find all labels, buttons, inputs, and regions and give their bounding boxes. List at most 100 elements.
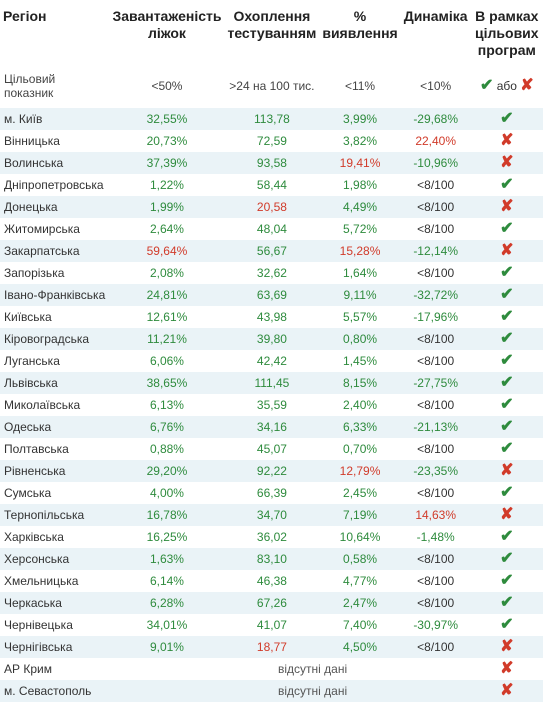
cell-load: 24,81% [109, 284, 224, 306]
cell-detect: 7,19% [319, 504, 400, 526]
cell-load: 4,00% [109, 482, 224, 504]
target-legend: ✔ або ✘ [471, 66, 543, 108]
cell-detect: 12,79% [319, 460, 400, 482]
cell-target: ✔ [471, 350, 543, 372]
check-icon: ✔ [500, 397, 513, 413]
cell-dyn: <8/100 [401, 394, 471, 416]
cell-test: 67,26 [224, 592, 319, 614]
cross-icon: ✘ [520, 78, 533, 94]
region-cell: Полтавська [0, 438, 109, 460]
cross-icon: ✘ [500, 639, 513, 655]
cell-load: 20,73% [109, 130, 224, 152]
region-cell: Київська [0, 306, 109, 328]
cell-dyn: 22,40% [401, 130, 471, 152]
cell-detect: 0,70% [319, 438, 400, 460]
cell-load: 1,22% [109, 174, 224, 196]
cross-icon: ✘ [500, 661, 513, 677]
region-cell: Одеська [0, 416, 109, 438]
region-cell: АР Крим [0, 658, 109, 680]
cell-test: 46,38 [224, 570, 319, 592]
cell-dyn: 14,63% [401, 504, 471, 526]
cell-test: 18,77 [224, 636, 319, 658]
region-cell: Сумська [0, 482, 109, 504]
region-cell: Миколаївська [0, 394, 109, 416]
cell-test: 56,67 [224, 240, 319, 262]
region-cell: Житомирська [0, 218, 109, 240]
target-load: <50% [109, 66, 224, 108]
cell-dyn: <8/100 [401, 438, 471, 460]
cell-target: ✘ [471, 240, 543, 262]
region-cell: Черкаська [0, 592, 109, 614]
cell-dyn: -29,68% [401, 108, 471, 130]
check-icon: ✔ [480, 78, 493, 94]
cell-load: 6,76% [109, 416, 224, 438]
cell-load: 6,06% [109, 350, 224, 372]
cell-test: 111,45 [224, 372, 319, 394]
no-data-cell: відсутні дані [224, 658, 400, 680]
cell-dyn: -21,13% [401, 416, 471, 438]
cell-target: ✔ [471, 108, 543, 130]
region-cell: Волинська [0, 152, 109, 174]
target-sep: або [497, 79, 517, 93]
cell-detect: 19,41% [319, 152, 400, 174]
cell-test: 32,62 [224, 262, 319, 284]
cell-detect: 4,49% [319, 196, 400, 218]
header-target: В рамках цільових програм [471, 0, 543, 66]
header-dyn: Динаміка [401, 0, 471, 66]
cell-test: 92,22 [224, 460, 319, 482]
cell-load: 2,64% [109, 218, 224, 240]
cell-test: 83,10 [224, 548, 319, 570]
cell-target: ✔ [471, 328, 543, 350]
cell-target: ✔ [471, 372, 543, 394]
cell-load: 6,13% [109, 394, 224, 416]
cell-target: ✔ [471, 416, 543, 438]
cell-dyn: -27,75% [401, 372, 471, 394]
check-icon: ✔ [500, 573, 513, 589]
check-icon: ✔ [500, 617, 513, 633]
cell-dyn: <8/100 [401, 262, 471, 284]
cell-detect: 9,11% [319, 284, 400, 306]
cell-target: ✔ [471, 218, 543, 240]
cell-dyn: <8/100 [401, 548, 471, 570]
table-row: Кіровоградська11,21%39,800,80%<8/100✔ [0, 328, 543, 350]
region-cell: Івано-Франківська [0, 284, 109, 306]
check-icon: ✔ [500, 485, 513, 501]
cell-target: ✘ [471, 130, 543, 152]
table-row: Київська12,61%43,985,57%-17,96%✔ [0, 306, 543, 328]
target-row: Цільовий показник<50%>24 на 100 тис.<11%… [0, 66, 543, 108]
check-icon: ✔ [500, 221, 513, 237]
cell-load: 29,20% [109, 460, 224, 482]
cell-target: ✘ [471, 680, 543, 702]
cell-target: ✔ [471, 548, 543, 570]
cell-load: 37,39% [109, 152, 224, 174]
cell-test: 93,58 [224, 152, 319, 174]
cell-detect: 1,64% [319, 262, 400, 284]
cell-target: ✘ [471, 658, 543, 680]
region-cell: Закарпатська [0, 240, 109, 262]
cell-load: 12,61% [109, 306, 224, 328]
cell-load: 34,01% [109, 614, 224, 636]
cell-dyn: <8/100 [401, 570, 471, 592]
cell-detect: 0,80% [319, 328, 400, 350]
cell-test: 39,80 [224, 328, 319, 350]
table-row: Івано-Франківська24,81%63,699,11%-32,72%… [0, 284, 543, 306]
cell-dyn: <8/100 [401, 636, 471, 658]
cell-detect: 2,45% [319, 482, 400, 504]
region-cell: м. Севастополь [0, 680, 109, 702]
table-row: Чернігівська9,01%18,774,50%<8/100✘ [0, 636, 543, 658]
table-row: Львівська38,65%111,458,15%-27,75%✔ [0, 372, 543, 394]
cell-test: 34,70 [224, 504, 319, 526]
cell-target: ✔ [471, 174, 543, 196]
table-row: Вінницька20,73%72,593,82%22,40%✘ [0, 130, 543, 152]
cell-target: ✔ [471, 526, 543, 548]
cell-target: ✘ [471, 460, 543, 482]
check-icon: ✔ [500, 111, 513, 127]
cell-load: 6,28% [109, 592, 224, 614]
cell-load: 6,14% [109, 570, 224, 592]
cell-dyn [401, 680, 471, 702]
cross-icon: ✘ [500, 463, 513, 479]
cell-load: 2,08% [109, 262, 224, 284]
table-row: Запорізька2,08%32,621,64%<8/100✔ [0, 262, 543, 284]
cell-detect: 0,58% [319, 548, 400, 570]
cell-detect: 4,50% [319, 636, 400, 658]
